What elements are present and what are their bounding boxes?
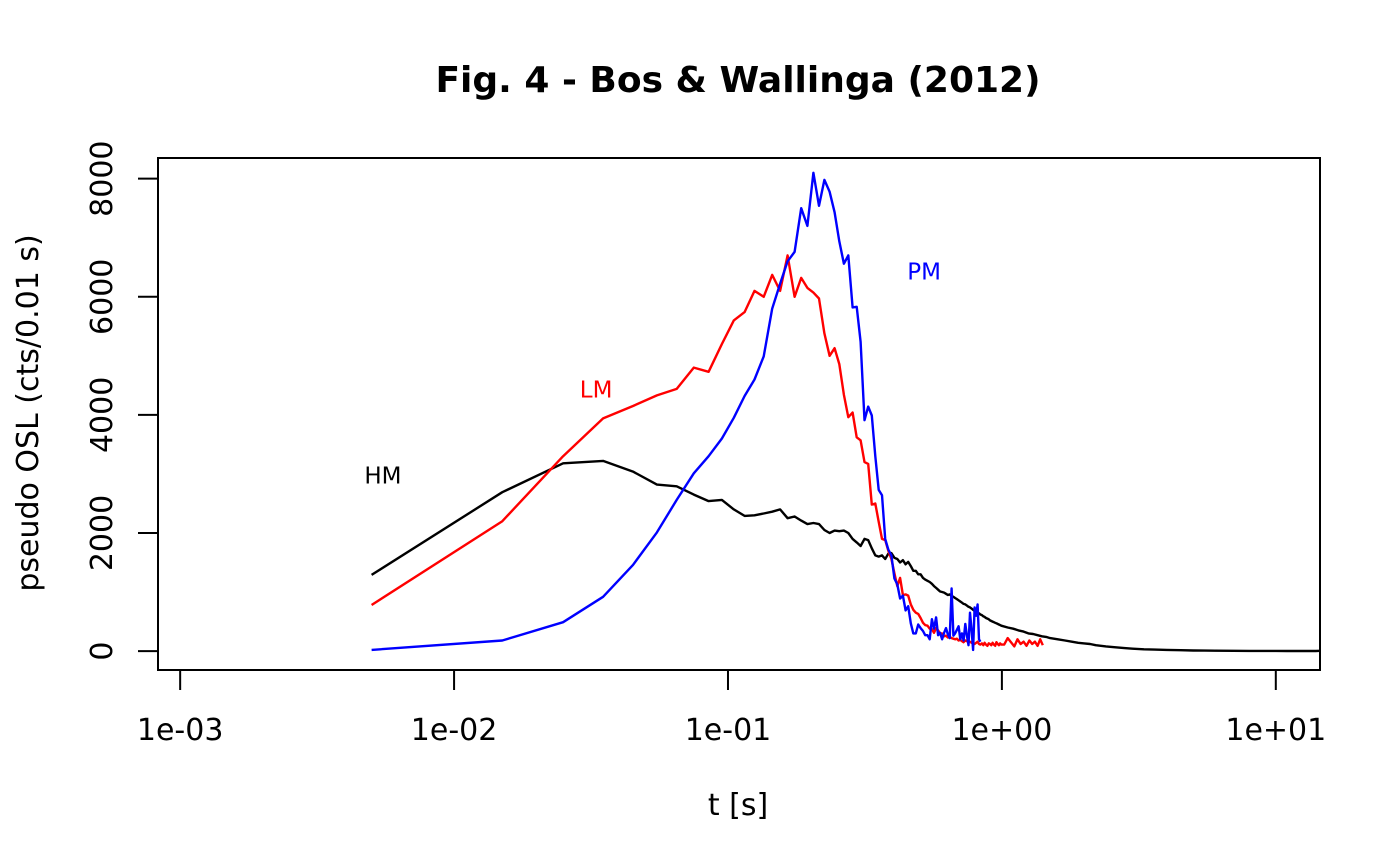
- y-axis-label: pseudo OSL (cts/0.01 s): [11, 234, 46, 591]
- x-tick-label: 1e-02: [411, 713, 498, 748]
- x-tick-label: 1e-03: [137, 713, 224, 748]
- plot-frame: [157, 157, 1321, 671]
- chart-title: Fig. 4 - Bos & Wallinga (2012): [435, 60, 1040, 101]
- x-axis: 1e-03 1e-02 1e-01 1e+00 1e+01: [137, 670, 1326, 748]
- x-axis-label: t [s]: [708, 788, 768, 823]
- annotation-label: LM: [580, 377, 613, 403]
- annotation-label: HM: [364, 464, 401, 490]
- y-tick-label: 4000: [85, 377, 120, 453]
- x-tick-label: 1e-01: [685, 713, 772, 748]
- y-axis: 0 2000 4000 6000 8000: [85, 140, 158, 661]
- x-tick-label: 1e+01: [1225, 713, 1326, 748]
- series-layer: [370, 171, 1320, 653]
- series-line-1: [370, 254, 1044, 648]
- x-tick-label: 1e+00: [951, 713, 1052, 748]
- y-tick-label: 0: [85, 642, 120, 661]
- y-tick-label: 6000: [85, 259, 120, 335]
- y-tick-label: 2000: [85, 495, 120, 571]
- series-line-2: [371, 171, 982, 652]
- annotation-label: PM: [907, 259, 941, 285]
- y-tick-label: 8000: [85, 140, 120, 216]
- series-line-0: [370, 459, 1320, 653]
- annotation-layer: HM LM PM: [364, 259, 941, 489]
